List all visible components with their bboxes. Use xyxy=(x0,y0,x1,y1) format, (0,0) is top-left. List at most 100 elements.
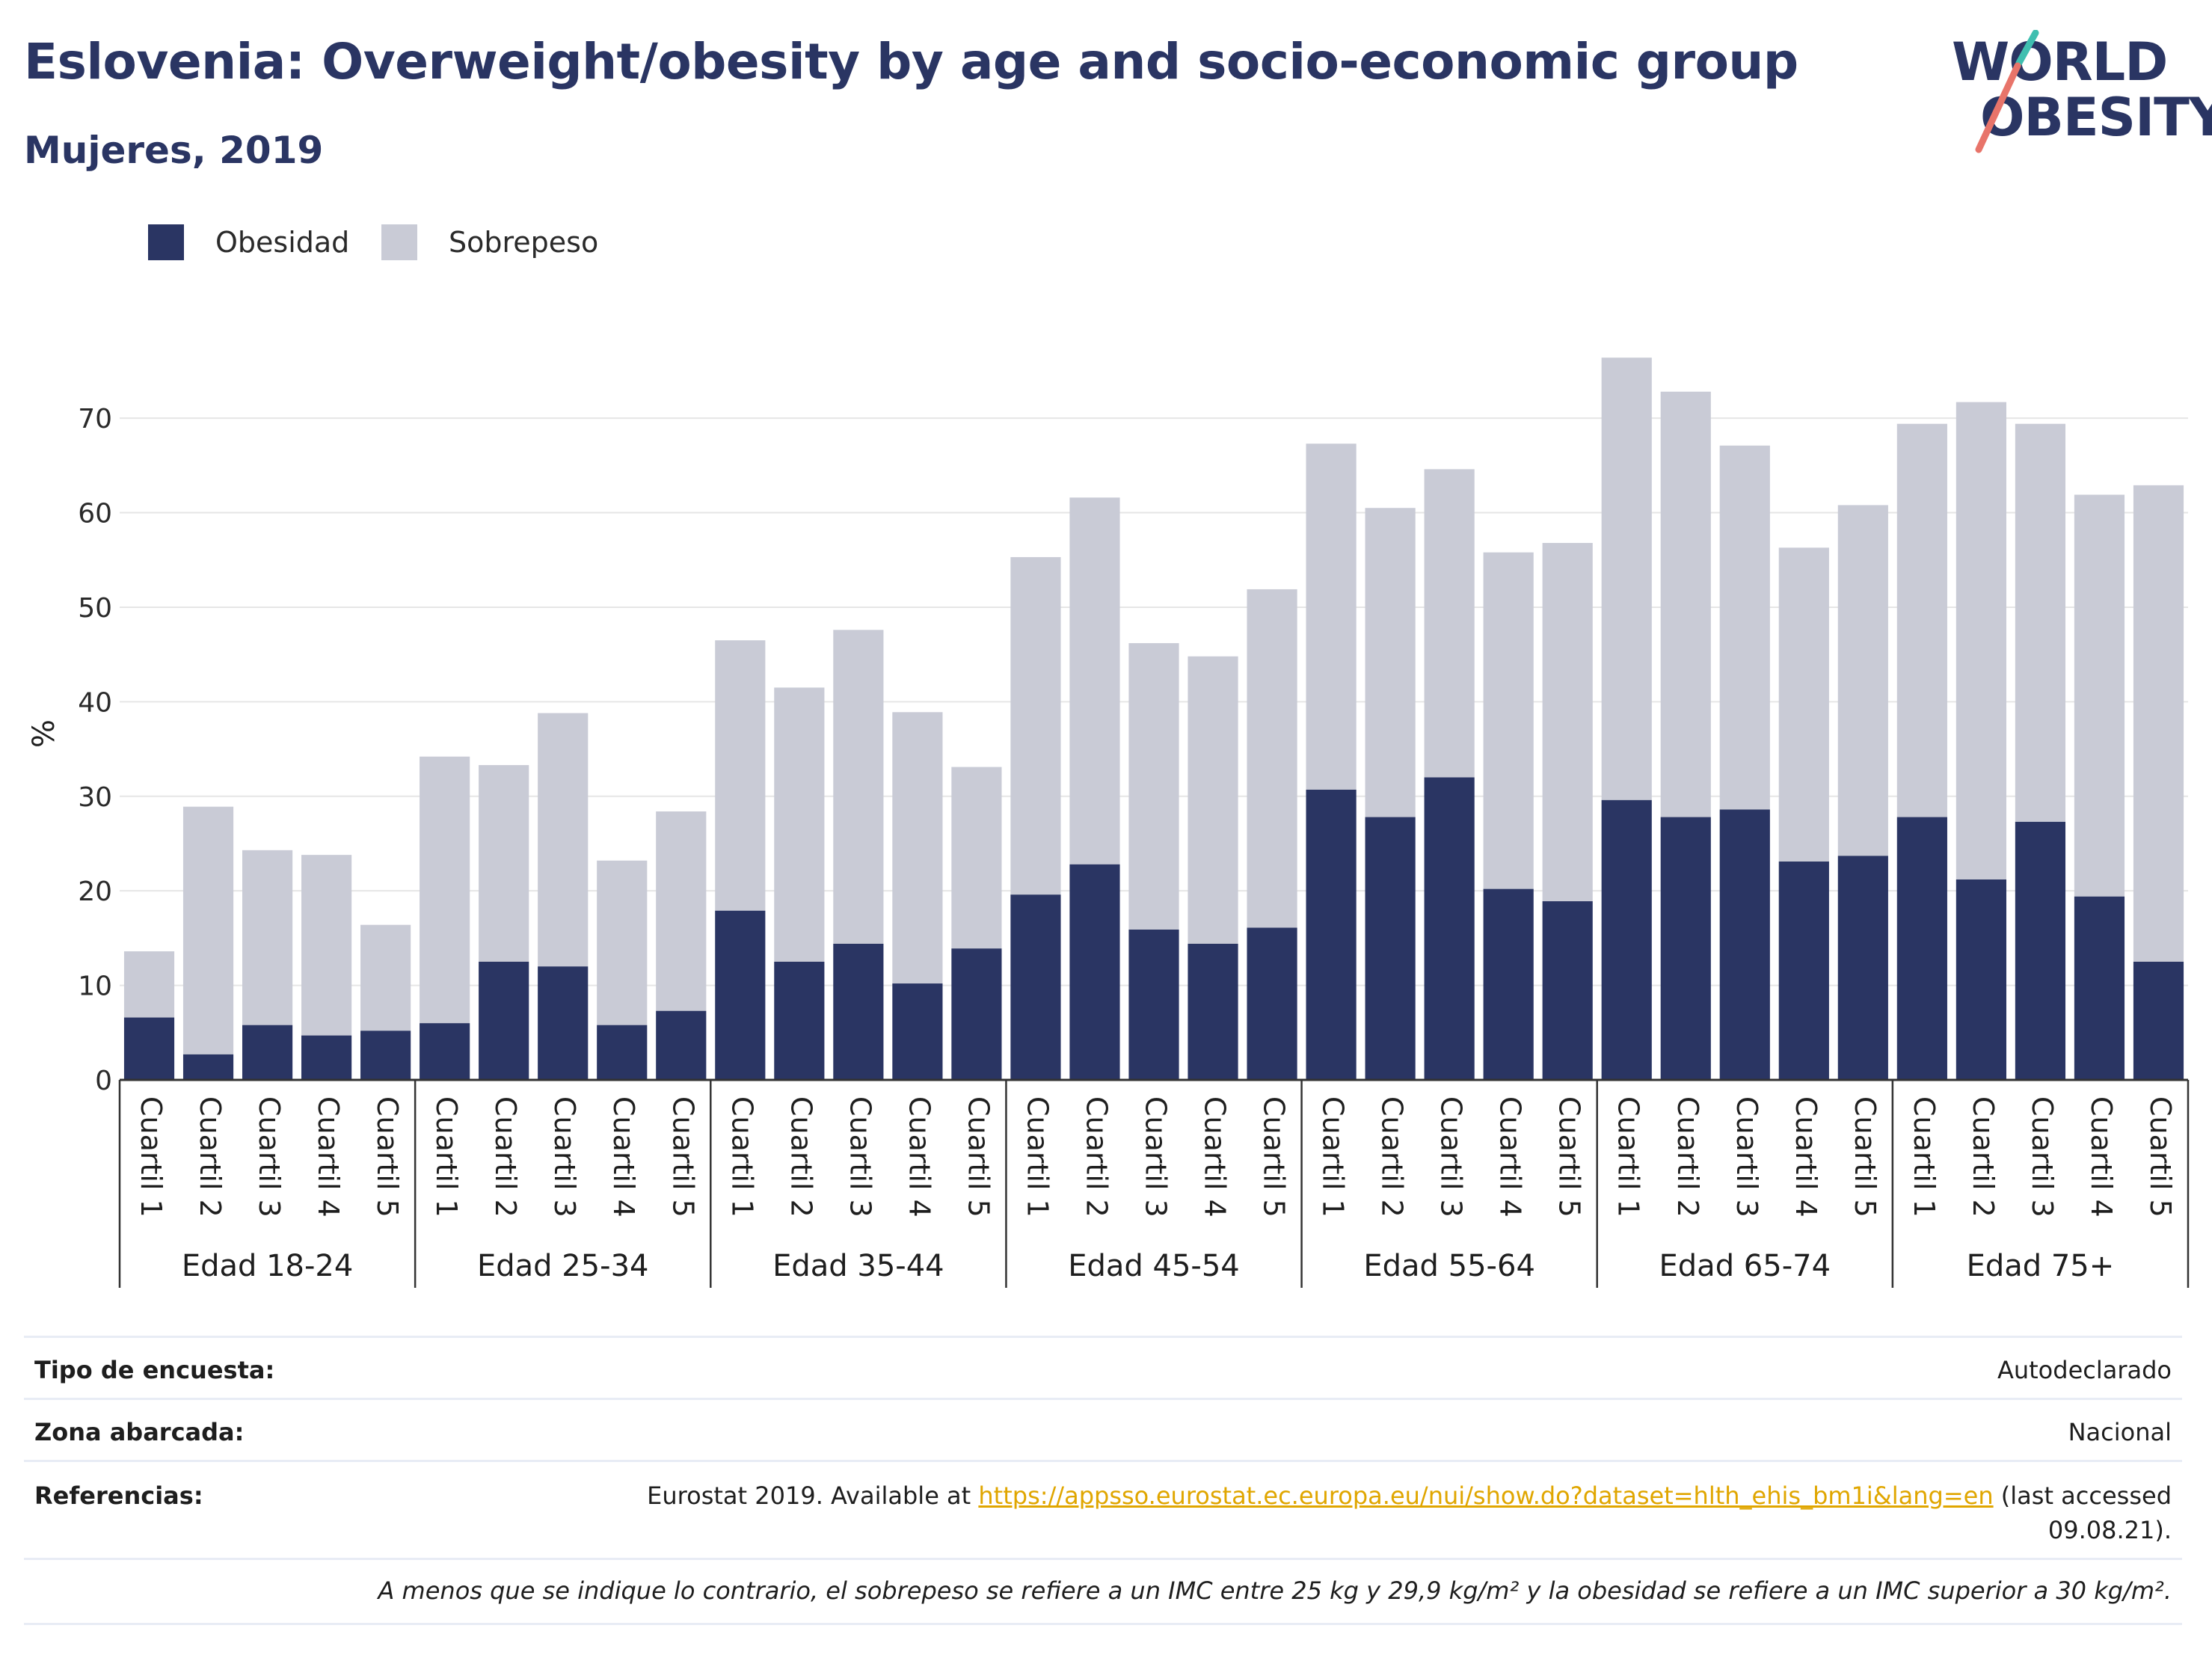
bar-sobrepeso xyxy=(420,756,470,1024)
bar-sobrepeso xyxy=(656,811,707,1011)
x-category-label: Cuartil 5 xyxy=(1553,1096,1586,1218)
bar-obesidad xyxy=(1542,901,1593,1080)
chart-subtitle: Mujeres, 2019 xyxy=(24,129,324,172)
bar-obesidad xyxy=(656,1010,707,1080)
bar-sobrepeso xyxy=(1483,552,1534,889)
bar-obesidad xyxy=(774,961,825,1080)
y-tick-label: 70 xyxy=(78,404,112,435)
x-category-label: Cuartil 5 xyxy=(2144,1096,2177,1218)
bar-obesidad xyxy=(1837,856,1888,1080)
bar-sobrepeso xyxy=(242,850,293,1025)
bar-obesidad xyxy=(1247,927,1297,1080)
bar-sobrepeso xyxy=(1247,589,1297,928)
bar-sobrepeso xyxy=(2015,423,2066,822)
legend-label-obesidad: Obesidad xyxy=(215,226,350,259)
bar-obesidad xyxy=(182,1054,234,1080)
bar-sobrepeso xyxy=(833,630,884,944)
world-obesity-logo: WORLD OBESITY xyxy=(1952,30,2212,157)
x-category-label: Cuartil 1 xyxy=(1021,1096,1054,1218)
references-prefix: Eurostat 2019. Available at xyxy=(647,1481,979,1510)
bar-obesidad xyxy=(420,1023,470,1080)
legend-item-obesidad: Obesidad xyxy=(148,221,349,263)
bar-sobrepeso xyxy=(1542,542,1593,902)
x-group-label: Edad 18-24 xyxy=(182,1249,354,1283)
x-group-label: Edad 55-64 xyxy=(1363,1249,1535,1283)
x-category-label: Cuartil 5 xyxy=(1849,1096,1881,1218)
y-tick-label: 40 xyxy=(78,687,112,718)
y-tick-label: 50 xyxy=(78,593,112,624)
bar-obesidad xyxy=(715,910,766,1080)
bar-sobrepeso xyxy=(1365,508,1416,817)
bar-obesidad xyxy=(1188,943,1238,1080)
bar-obesidad xyxy=(538,966,589,1080)
bar-obesidad xyxy=(360,1031,411,1080)
bar-sobrepeso xyxy=(538,713,589,967)
bar-obesidad xyxy=(1010,894,1061,1080)
x-category-label: Cuartil 2 xyxy=(784,1096,817,1218)
survey-type-label: Tipo de encuesta: xyxy=(34,1356,275,1384)
bar-obesidad xyxy=(1128,930,1179,1080)
x-category-label: Cuartil 1 xyxy=(725,1096,758,1218)
bar-obesidad xyxy=(2074,896,2125,1080)
x-group-label: Edad 65-74 xyxy=(1659,1249,1831,1283)
x-category-label: Cuartil 2 xyxy=(1967,1096,2000,1218)
x-category-label: Cuartil 3 xyxy=(844,1096,876,1218)
x-category-label: Cuartil 2 xyxy=(194,1096,227,1218)
bar-obesidad xyxy=(2015,821,2066,1080)
x-category-label: Cuartil 3 xyxy=(548,1096,581,1218)
bar-sobrepeso xyxy=(1837,505,1888,856)
x-category-label: Cuartil 2 xyxy=(1671,1096,1704,1218)
x-category-label: Cuartil 1 xyxy=(1908,1096,1941,1218)
logo-line-2: OBESITY xyxy=(1980,87,2212,148)
bar-sobrepeso xyxy=(1896,423,1947,817)
bar-obesidad xyxy=(1424,777,1475,1080)
y-tick-label: 10 xyxy=(78,971,112,1002)
bar-sobrepeso xyxy=(1306,443,1357,790)
x-category-label: Cuartil 2 xyxy=(489,1096,522,1218)
x-category-label: Cuartil 5 xyxy=(666,1096,699,1218)
y-tick-label: 60 xyxy=(78,499,112,529)
bar-obesidad xyxy=(1365,817,1416,1080)
bar-sobrepeso xyxy=(123,951,175,1018)
x-category-label: Cuartil 3 xyxy=(1140,1096,1173,1218)
bar-obesidad xyxy=(1306,789,1357,1080)
references-link[interactable]: https://appsso.eurostat.ec.europa.eu/nui… xyxy=(978,1481,1994,1510)
bar-sobrepeso xyxy=(774,687,825,962)
bar-sobrepeso xyxy=(1660,391,1711,817)
area-value: Nacional xyxy=(2068,1418,2172,1446)
x-category-label: Cuartil 3 xyxy=(253,1096,286,1218)
bar-sobrepeso xyxy=(2133,485,2184,962)
bar-obesidad xyxy=(597,1025,648,1080)
bar-obesidad xyxy=(1956,879,2006,1080)
info-row-footnote: A menos que se indique lo contrario, el … xyxy=(24,1558,2182,1625)
x-category-label: Cuartil 2 xyxy=(1080,1096,1113,1218)
x-category-label: Cuartil 4 xyxy=(1494,1096,1527,1218)
legend-item-sobrepeso: Sobrepeso xyxy=(381,221,598,263)
footnote: A menos que se indique lo contrario, el … xyxy=(378,1576,2172,1605)
bar-obesidad xyxy=(479,961,529,1080)
bar-obesidad xyxy=(1601,799,1652,1080)
bar-obesidad xyxy=(1719,809,1770,1080)
x-category-label: Cuartil 2 xyxy=(1376,1096,1409,1218)
logo-slash-icon xyxy=(1975,30,2039,153)
bar-sobrepeso xyxy=(301,855,352,1036)
bar-sobrepeso xyxy=(182,806,234,1054)
bar-sobrepeso xyxy=(597,860,648,1025)
references-suffix: (last accessed xyxy=(1993,1481,2172,1510)
bar-obesidad xyxy=(1778,861,1829,1080)
bar-obesidad xyxy=(1660,817,1711,1080)
bar-sobrepeso xyxy=(1424,469,1475,778)
references-date: 09.08.21). xyxy=(2047,1516,2172,1544)
x-category-label: Cuartil 5 xyxy=(371,1096,404,1218)
x-category-label: Cuartil 3 xyxy=(2026,1096,2059,1218)
info-row-area: Zona abarcada: Nacional xyxy=(24,1398,2182,1460)
legend-swatch-sobrepeso xyxy=(381,224,417,260)
y-tick-label: 30 xyxy=(78,782,112,813)
x-category-label: Cuartil 1 xyxy=(135,1096,168,1218)
bar-obesidad xyxy=(242,1025,293,1080)
legend-label-sobrepeso: Sobrepeso xyxy=(449,226,599,259)
x-category-label: Cuartil 4 xyxy=(903,1096,936,1218)
y-tick-label: 20 xyxy=(78,876,112,907)
x-category-label: Cuartil 4 xyxy=(312,1096,345,1218)
